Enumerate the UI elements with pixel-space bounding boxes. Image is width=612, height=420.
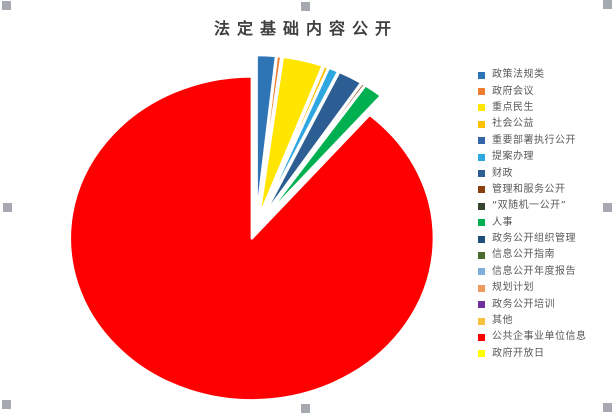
legend-item[interactable]: 其他 [478,313,587,329]
pie-slice[interactable] [262,84,383,221]
legend-swatch [478,202,485,210]
legend-swatch [478,333,485,341]
legend-label: 政务公开组织管理 [492,233,576,245]
selection-handle-bottom-left[interactable] [2,400,11,409]
selection-handle-top-left[interactable] [2,1,11,10]
legend-swatch [478,120,485,128]
legend-swatch [478,186,485,194]
legend-label: 财政 [492,167,513,179]
legend-item[interactable]: 人事 [478,215,587,231]
legend-item[interactable]: 重点民生 [478,100,587,116]
legend-item[interactable]: 重要部署执行公开 [478,133,587,149]
selection-handle-top-right[interactable] [603,0,612,9]
legend-item[interactable]: 政务公开培训 [478,296,587,312]
legend-swatch [478,219,485,227]
legend-item[interactable]: 社会公益 [478,116,587,132]
legend-label: 政策法规类 [492,69,545,81]
legend-item[interactable]: 政策法规类 [478,67,587,83]
legend-swatch [478,88,485,96]
legend-label: 其他 [492,315,513,327]
legend-swatch [478,251,485,259]
legend-item[interactable]: 财政 [478,165,587,181]
legend-label: 管理和服务公开 [492,183,566,195]
legend-swatch [478,137,485,145]
legend-item[interactable]: 政府会议 [478,83,587,99]
legend-item[interactable]: 管理和服务公开 [478,182,587,198]
legend-item[interactable]: 公共企事业单位信息 [478,329,587,345]
legend-swatch [478,235,485,243]
pie-slice[interactable] [256,54,283,219]
legend-label: 政府会议 [492,85,534,97]
legend-swatch [478,284,485,292]
legend-item[interactable]: 政府开放日 [478,346,587,362]
legend-label: 社会公益 [492,118,534,130]
selection-handle-bottom-right[interactable] [603,403,612,412]
selection-handle-middle-left[interactable] [3,203,12,212]
legend-label: 政府开放日 [492,347,545,359]
legend-item[interactable]: 政务公开组织管理 [478,231,587,247]
legend-label: 信息公开指南 [492,249,555,261]
legend-label: 规划计划 [492,282,534,294]
legend-swatch [478,301,485,309]
chart-title: 法定基础内容公开 [213,19,398,38]
legend-swatch [478,350,485,358]
legend-item[interactable]: 信息公开年度报告 [478,264,587,280]
legend-item[interactable]: 规划计划 [478,280,587,296]
legend-label: 提案办理 [492,151,534,163]
chart-legend: 政策法规类政府会议重点民生社会公益重要部署执行公开 提案办理财政管理和服务公开 “双… [478,67,587,362]
pie-slice[interactable] [68,75,436,402]
legend-swatch [478,153,485,161]
legend-item[interactable]: 信息公开指南 [478,247,587,263]
pie-slice[interactable] [257,55,324,219]
legend-label: 公共企事业单位信息 [492,331,587,343]
legend-label: 重点民生 [492,101,534,113]
legend-swatch [478,104,485,112]
selection-handle-bottom-center[interactable] [301,404,310,413]
legend-swatch [478,170,485,178]
legend-swatch [478,268,485,276]
legend-item[interactable]: 提案办理 [478,149,587,165]
legend-swatch [478,71,485,79]
legend-swatch [478,317,485,325]
legend-label: 信息公开年度报告 [492,265,576,277]
selection-handle-middle-right[interactable] [603,203,612,212]
legend-label: 人事 [492,216,513,228]
legend-label: 政务公开培训 [492,298,555,310]
selection-handle-top-center[interactable] [301,2,310,11]
legend-label: 重要部署执行公开 [492,134,576,146]
legend-item[interactable]: “双随机一公开” [478,198,587,214]
legend-label: “双随机一公开” [492,200,567,212]
